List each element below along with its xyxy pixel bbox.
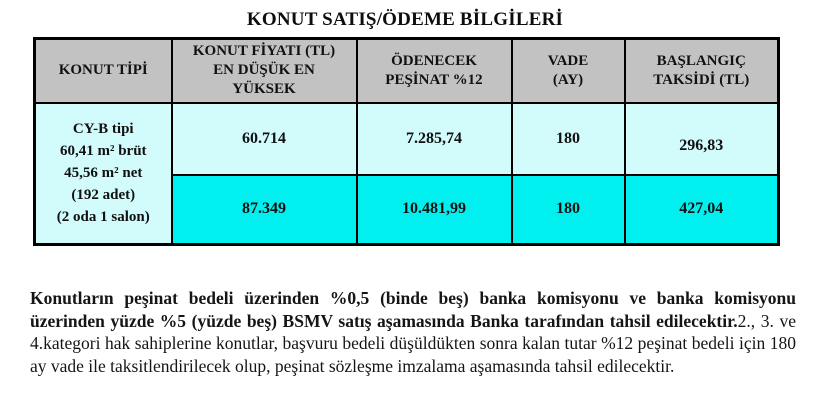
cell-down-payment-high: 10.481,99: [355, 173, 513, 246]
header-price: KONUT FİYATI (TL) EN DÜŞÜK EN YÜKSEK: [170, 37, 358, 104]
notes-paragraph: Konutların peşinat bedeli üzerinden %0,5…: [30, 287, 796, 377]
table-row-lowest: CY-B tipi 60,41 m² brüt 45,56 m² net (19…: [33, 101, 780, 246]
page-title: KONUT SATIŞ/ÖDEME BİLGİLERİ: [246, 9, 564, 30]
cell-down-payment-low: 7.285,74: [355, 101, 513, 176]
header-term: VADE (AY): [510, 37, 626, 104]
table-header-row: KONUT TİPİ KONUT FİYATI (TL) EN DÜŞÜK EN…: [33, 37, 780, 104]
cell-housing-type: CY-B tipi 60,41 m² brüt 45,56 m² net (19…: [33, 101, 173, 246]
cell-term-high: 180: [510, 173, 626, 246]
notes-normal-text: 2., 3. ve 4.kategori hak sahiplerine kon…: [30, 310, 796, 376]
cell-price-low: 60.714: [170, 101, 358, 176]
table-row-highest: 87.349 10.481,99 180 427,04: [35, 173, 780, 246]
notes-bold-text: Konutların peşinat bedeli üzerinden %0,5…: [30, 288, 796, 331]
cell-initial-installment-low: 296,83: [623, 101, 780, 176]
cell-initial-installment-high: 427,04: [623, 173, 780, 246]
cell-term-low: 180: [510, 101, 626, 176]
header-initial-installment: BAŞLANGIÇ TAKSİDİ (TL): [623, 37, 780, 104]
header-down-payment: ÖDENECEK PEŞİNAT %12: [355, 37, 513, 104]
payment-info-table: KONUT TİPİ KONUT FİYATI (TL) EN DÜŞÜK EN…: [33, 37, 780, 246]
header-housing-type: KONUT TİPİ: [33, 37, 173, 104]
cell-price-high: 87.349: [170, 173, 358, 246]
